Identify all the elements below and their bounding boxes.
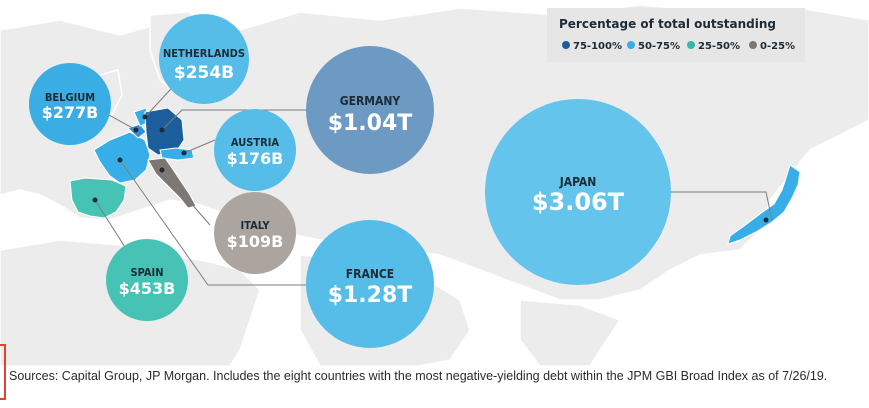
legend-item: 50-75% [627, 41, 680, 52]
connector-spain [94, 199, 131, 256]
legend-swatch [562, 41, 570, 49]
bubble-japan-name: JAPAN [559, 175, 597, 189]
bubble-spain: SPAIN $453B [106, 239, 188, 321]
legend-item: 0-25% [749, 41, 795, 52]
bubble-belgium-name: BELGIUM [45, 91, 95, 104]
bubble-italy: ITALY $109B [214, 192, 296, 274]
legend: Percentage of total outstanding 75-100% … [547, 8, 805, 62]
legend-label: 75-100% [573, 41, 622, 52]
highlighted-countries [69, 107, 801, 245]
accent-bracket [0, 344, 6, 400]
legend-swatch [627, 41, 635, 49]
bubble-austria-value: $176B [227, 149, 284, 168]
legend-panel [547, 8, 805, 62]
bubble-japan: JAPAN $3.06T [485, 99, 671, 285]
bubble-germany-name: GERMANY [340, 94, 401, 108]
world-map: NETHERLANDS $254B BELGIUM $277B GERMANY … [0, 5, 869, 366]
spain-shape [69, 177, 127, 219]
bubble-belgium-value: $277B [42, 103, 99, 122]
legend-swatch [687, 41, 695, 49]
legend-item: 25-50% [687, 41, 740, 52]
india-landmass [519, 299, 622, 366]
bubble-netherlands-name: NETHERLANDS [163, 47, 245, 60]
bubble-spain-circle [106, 239, 188, 321]
bubble-belgium: BELGIUM $277B [29, 63, 111, 145]
bubble-belgium-circle [29, 63, 111, 145]
bubble-netherlands: NETHERLANDS $254B [159, 14, 249, 104]
legend-label: 0-25% [760, 41, 795, 52]
bubble-spain-value: $453B [119, 279, 176, 298]
bubble-italy-value: $109B [227, 232, 284, 251]
bubble-france-value: $1.28T [328, 283, 413, 308]
bubble-netherlands-circle [159, 14, 249, 104]
bubble-austria-name: AUSTRIA [231, 136, 280, 149]
connector-italy [161, 169, 211, 226]
japan-shape [727, 164, 801, 245]
bubble-germany-circle [306, 46, 434, 174]
bubble-france-circle [306, 220, 434, 348]
legend-item: 75-100% [562, 41, 622, 52]
bubble-france: FRANCE $1.28T [306, 220, 434, 348]
bubble-netherlands-value: $254B [174, 63, 234, 83]
bubble-germany: GERMANY $1.04T [306, 46, 434, 174]
legend-title: Percentage of total outstanding [559, 17, 776, 31]
bubble-italy-name: ITALY [241, 219, 271, 232]
bubble-italy-circle [214, 192, 296, 274]
connector-germany [161, 109, 306, 131]
connector-dots [92, 114, 769, 223]
bubble-germany-value: $1.04T [328, 111, 413, 136]
bubble-japan-circle [485, 99, 671, 285]
bubble-japan-value: $3.06T [532, 188, 625, 216]
connector-france [119, 159, 306, 286]
legend-swatch [749, 41, 757, 49]
france-shape [93, 131, 151, 184]
bubble-austria-circle [214, 109, 296, 191]
bubble-france-name: FRANCE [346, 267, 394, 281]
country-bubbles: NETHERLANDS $254B BELGIUM $277B GERMANY … [29, 14, 671, 348]
sources-footnote: Sources: Capital Group, JP Morgan. Inclu… [9, 369, 828, 383]
legend-label: 50-75% [638, 41, 680, 52]
bubble-spain-name: SPAIN [131, 266, 164, 279]
connector-austria [183, 139, 216, 154]
bubble-austria: AUSTRIA $176B [214, 109, 296, 191]
connector-japan [666, 191, 773, 221]
legend-label: 25-50% [698, 41, 740, 52]
